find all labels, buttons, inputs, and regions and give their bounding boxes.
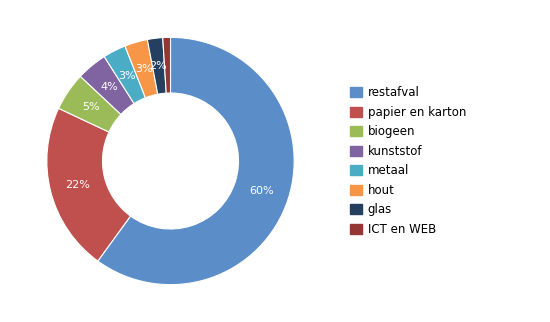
Text: 5%: 5% [82,102,100,112]
Wedge shape [47,109,130,261]
Text: 3%: 3% [118,71,136,80]
Text: 3%: 3% [135,64,152,74]
Legend: restafval, papier en karton, biogeen, kunststof, metaal, hout, glas, ICT en WEB: restafval, papier en karton, biogeen, ku… [346,83,470,239]
Wedge shape [59,76,121,132]
Text: 60%: 60% [249,185,274,195]
Text: 2%: 2% [150,61,167,71]
Wedge shape [80,57,134,114]
Text: 22%: 22% [65,180,90,190]
Text: 4%: 4% [101,82,118,92]
Wedge shape [104,46,145,104]
Wedge shape [98,37,294,285]
Wedge shape [125,40,158,98]
Wedge shape [163,37,170,93]
Wedge shape [147,38,166,94]
